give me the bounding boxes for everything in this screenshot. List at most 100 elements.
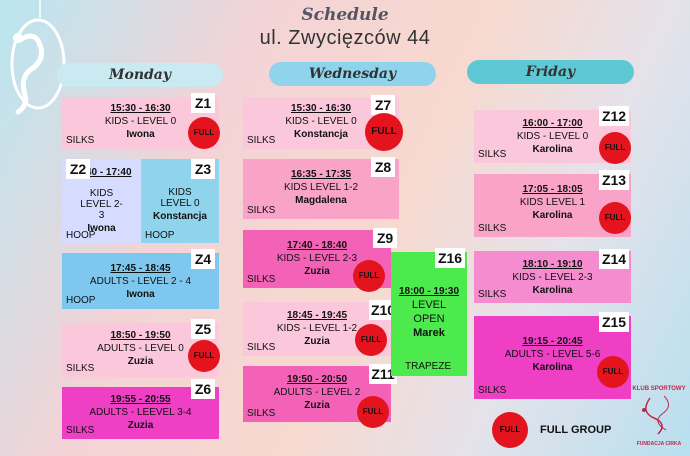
class-apparatus: SILKS xyxy=(478,289,507,300)
class-level: KIDS - LEVEL 1-2 xyxy=(276,323,358,334)
class-time: 16:35 - 17:35 xyxy=(290,169,352,180)
class-code: Z5 xyxy=(191,319,215,339)
class-code: Z15 xyxy=(599,312,629,332)
class-code: Z6 xyxy=(191,379,215,399)
class-teacher: Karolina xyxy=(532,285,573,296)
class-teacher: Zuzia xyxy=(127,356,154,367)
class-teacher: Iwona xyxy=(126,289,155,300)
class-card-z11[interactable]: 19:50 - 20:50 ADULTS - LEVEL 2 Zuzia SIL… xyxy=(243,364,397,428)
class-apparatus: HOOP xyxy=(145,230,175,241)
class-teacher: Magdalena xyxy=(295,195,347,206)
class-teacher: Karolina xyxy=(532,144,573,155)
class-card-z4[interactable]: 17:45 - 18:45 ADULTS - LEVEL 2 - 4 Iwona… xyxy=(62,249,219,309)
class-card-z9[interactable]: 17:40 - 18:40 KIDS - LEVEL 2-3 Zuzia SIL… xyxy=(243,228,397,292)
page-title: Schedule xyxy=(301,5,389,25)
class-teacher: Zuzia xyxy=(127,420,154,431)
class-apparatus: SILKS xyxy=(247,408,276,419)
class-card-z3[interactable]: KIDS LEVEL 0 Konstancja HOOP Z3 xyxy=(141,159,219,243)
class-code: Z10 xyxy=(369,300,397,320)
class-time: 18:50 - 19:50 xyxy=(110,330,171,341)
class-code: Z4 xyxy=(191,249,215,269)
class-apparatus: SILKS xyxy=(247,274,276,285)
class-card-z12[interactable]: 16:00 - 17:00 KIDS - LEVEL 0 Karolina SI… xyxy=(474,106,631,164)
class-level: KIDS LEVEL 1-2 xyxy=(283,182,359,193)
class-code: Z16 xyxy=(435,248,465,268)
class-time: 16:40 - 17:40 xyxy=(71,167,132,178)
day-header-wednesday: Wednesday xyxy=(269,62,436,86)
class-apparatus: SILKS xyxy=(247,135,276,146)
club-logo: KLUB SPORTOWY FUNDACJA CIRKA xyxy=(630,386,688,452)
full-badge: FULL xyxy=(599,132,631,164)
class-code: Z7 xyxy=(371,95,395,115)
class-time: 17:05 - 18:05 xyxy=(522,184,583,195)
class-time: 19:15 - 20:45 xyxy=(522,336,583,347)
class-apparatus: SILKS xyxy=(66,135,95,146)
class-apparatus: SILKS xyxy=(66,363,95,374)
class-time: 15:30 - 16:30 xyxy=(110,103,171,114)
legend-text: FULL GROUP xyxy=(540,424,612,436)
class-code: Z8 xyxy=(371,157,395,177)
class-card-z16[interactable]: 18:00 - 19:30 LEVEL OPEN Marek TRAPEZE Z… xyxy=(391,248,467,376)
class-level: ADULTS - LEVEL 2 xyxy=(273,387,361,398)
class-apparatus: SILKS xyxy=(478,223,507,234)
class-card-z5[interactable]: 18:50 - 19:50 ADULTS - LEVEL 0 Zuzia SIL… xyxy=(62,319,220,377)
logo-bottom-text: FUNDACJA CIRKA xyxy=(636,441,682,447)
class-level: LEVEL xyxy=(411,299,447,311)
class-card-z8[interactable]: 16:35 - 17:35 KIDS LEVEL 1-2 Magdalena S… xyxy=(243,157,399,219)
day-header-monday: Monday xyxy=(57,63,223,87)
class-time: 18:10 - 19:10 xyxy=(522,259,583,270)
class-teacher: Konstancja xyxy=(153,211,207,222)
logo-emblem-icon xyxy=(642,395,669,435)
legend-full-badge: FULL xyxy=(492,412,528,448)
full-badge: FULL xyxy=(357,396,389,428)
class-time: 15:30 - 16:30 xyxy=(290,103,352,114)
class-teacher: Zuzia xyxy=(304,400,330,411)
class-teacher: Karolina xyxy=(532,362,573,373)
class-level: ADULTS - LEEVEL 3-4 xyxy=(89,407,192,418)
logo-top-text: KLUB SPORTOWY xyxy=(632,386,686,392)
class-code: Z2 xyxy=(66,159,90,179)
class-teacher: Zuzia xyxy=(304,336,330,347)
class-apparatus: SILKS xyxy=(478,385,507,396)
class-card-z10[interactable]: 18:45 - 19:45 KIDS - LEVEL 1-2 Zuzia SIL… xyxy=(243,300,397,356)
class-level: KIDS LEVEL 1 xyxy=(519,197,586,208)
class-apparatus: TRAPEZE xyxy=(405,361,452,372)
full-badge: FULL xyxy=(188,117,220,149)
class-level: OPEN xyxy=(413,313,445,325)
class-code: Z9 xyxy=(373,228,397,248)
class-apparatus: SILKS xyxy=(247,205,276,216)
full-badge: FULL xyxy=(353,260,385,292)
address: ul. Zwycięzców 44 xyxy=(259,27,431,49)
class-level: ADULTS - LEVEL 5-6 xyxy=(504,349,601,360)
class-time: 17:45 - 18:45 xyxy=(110,263,171,274)
class-card-z13[interactable]: 17:05 - 18:05 KIDS LEVEL 1 Karolina SILK… xyxy=(474,170,631,237)
class-teacher: Marek xyxy=(413,327,445,339)
class-card-z1[interactable]: 15:30 - 16:30 KIDS - LEVEL 0 Iwona SILKS… xyxy=(62,93,220,149)
class-card-z7[interactable]: 15:30 - 16:30 KIDS - LEVEL 0 Konstancja … xyxy=(243,95,403,151)
class-level: KIDS - LEVEL 0 xyxy=(104,116,177,127)
full-badge: FULL xyxy=(365,113,403,151)
class-teacher: Zuzia xyxy=(304,266,330,277)
class-time: 19:50 - 20:50 xyxy=(286,374,348,385)
class-code: Z13 xyxy=(599,170,629,190)
full-badge: FULL xyxy=(355,324,387,356)
class-code: Z11 xyxy=(369,364,397,384)
class-code: Z1 xyxy=(191,93,215,113)
class-level: KIDS LEVEL 2-3 xyxy=(80,188,123,221)
full-badge: FULL xyxy=(188,340,220,372)
class-card-z15[interactable]: 19:15 - 20:45 ADULTS - LEVEL 5-6 Karolin… xyxy=(474,312,631,399)
class-level: KIDS - LEVEL 2-3 xyxy=(512,272,593,283)
class-time: 16:00 - 17:00 xyxy=(522,118,583,129)
full-badge: FULL xyxy=(599,202,631,234)
class-card-z14[interactable]: 18:10 - 19:10 KIDS - LEVEL 2-3 Karolina … xyxy=(474,249,631,303)
class-teacher: Iwona xyxy=(87,223,116,234)
class-card-z6[interactable]: 19:55 - 20:55 ADULTS - LEEVEL 3-4 Zuzia … xyxy=(62,379,219,439)
class-apparatus: SILKS xyxy=(66,425,95,436)
class-apparatus: SILKS xyxy=(247,342,276,353)
class-time: 18:00 - 19:30 xyxy=(398,286,460,297)
class-card-z2[interactable]: 16:40 - 17:40 KIDS LEVEL 2-3 Iwona HOOP … xyxy=(62,159,141,243)
class-level: ADULTS - LEVEL 2 - 4 xyxy=(89,276,192,287)
class-code: Z3 xyxy=(191,159,215,179)
class-time: 19:55 - 20:55 xyxy=(110,394,171,405)
class-teacher: Konstancja xyxy=(294,129,348,140)
